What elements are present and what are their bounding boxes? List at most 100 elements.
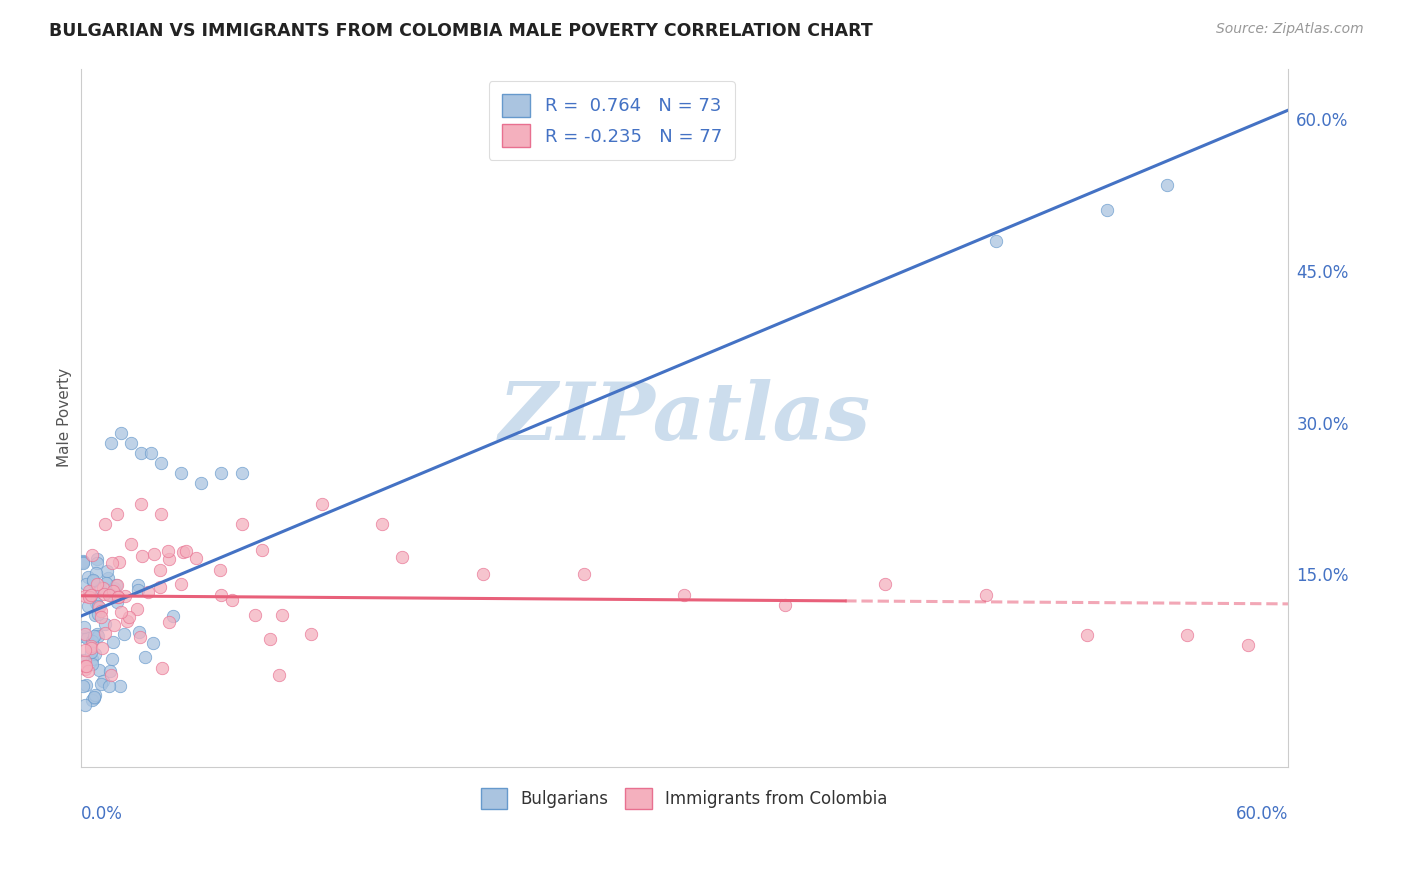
- Point: [127, 578, 149, 592]
- Point: [110, 606, 132, 620]
- Point: [128, 630, 150, 644]
- Point: [98, 679, 121, 693]
- Point: [82, 574, 104, 589]
- Point: [73, 662, 96, 676]
- Point: [221, 593, 243, 607]
- Point: [72, 556, 94, 570]
- Y-axis label: Male Poverty: Male Poverty: [58, 368, 72, 467]
- Point: [673, 588, 696, 602]
- Point: [162, 609, 184, 624]
- Point: [98, 664, 121, 678]
- Point: [299, 626, 322, 640]
- Point: [73, 643, 96, 657]
- Point: [77, 665, 100, 679]
- Point: [90, 604, 112, 618]
- Text: Source: ZipAtlas.com: Source: ZipAtlas.com: [1216, 22, 1364, 37]
- Text: BULGARIAN VS IMMIGRANTS FROM COLOMBIA MALE POVERTY CORRELATION CHART: BULGARIAN VS IMMIGRANTS FROM COLOMBIA MA…: [49, 22, 873, 40]
- Text: ZIPatlas: ZIPatlas: [498, 379, 870, 457]
- Point: [77, 586, 100, 600]
- Point: [170, 577, 193, 591]
- Point: [139, 446, 162, 460]
- Point: [134, 649, 156, 664]
- Point: [190, 476, 212, 491]
- Point: [97, 588, 120, 602]
- Point: [101, 556, 124, 570]
- Point: [72, 629, 94, 643]
- Point: [103, 584, 125, 599]
- Point: [79, 640, 101, 654]
- Point: [115, 614, 138, 628]
- Point: [170, 466, 193, 480]
- Point: [77, 599, 100, 613]
- Point: [127, 583, 149, 598]
- Point: [150, 456, 173, 470]
- Point: [84, 566, 107, 580]
- Point: [72, 556, 94, 570]
- Point: [93, 516, 115, 531]
- Point: [172, 544, 194, 558]
- Point: [128, 625, 150, 640]
- Point: [103, 618, 125, 632]
- Point: [96, 575, 118, 590]
- Point: [150, 661, 173, 675]
- Point: [80, 645, 103, 659]
- Point: [107, 590, 129, 604]
- Point: [142, 636, 165, 650]
- Point: [84, 647, 107, 661]
- Point: [76, 631, 98, 645]
- Point: [107, 590, 129, 604]
- Point: [209, 588, 232, 602]
- Point: [104, 578, 127, 592]
- Point: [120, 435, 142, 450]
- Point: [100, 668, 122, 682]
- Point: [97, 571, 120, 585]
- Point: [100, 435, 122, 450]
- Point: [91, 640, 114, 655]
- Point: [80, 634, 103, 648]
- Point: [108, 679, 131, 693]
- Point: [86, 557, 108, 571]
- Point: [87, 599, 110, 614]
- Point: [73, 658, 96, 673]
- Point: [1175, 628, 1198, 642]
- Point: [94, 626, 117, 640]
- Point: [149, 581, 172, 595]
- Point: [186, 550, 208, 565]
- Point: [82, 652, 104, 666]
- Point: [267, 667, 290, 681]
- Point: [83, 690, 105, 705]
- Point: [90, 610, 112, 624]
- Point: [72, 554, 94, 568]
- Point: [89, 582, 111, 596]
- Point: [103, 581, 125, 595]
- Point: [91, 581, 114, 595]
- Point: [875, 577, 897, 591]
- Point: [125, 602, 148, 616]
- Point: [209, 466, 232, 480]
- Point: [231, 516, 253, 531]
- Point: [1076, 628, 1098, 642]
- Point: [105, 578, 128, 592]
- Point: [311, 497, 333, 511]
- Point: [129, 497, 152, 511]
- Point: [79, 590, 101, 604]
- Point: [91, 673, 114, 688]
- Point: [108, 555, 131, 569]
- Point: [156, 544, 179, 558]
- Point: [250, 542, 273, 557]
- Point: [87, 607, 110, 621]
- Point: [149, 563, 172, 577]
- Point: [80, 692, 103, 706]
- Point: [86, 577, 108, 591]
- Point: [79, 588, 101, 602]
- Point: [472, 567, 495, 582]
- Point: [243, 607, 266, 622]
- Point: [157, 551, 180, 566]
- Point: [131, 549, 153, 563]
- Point: [73, 654, 96, 668]
- Point: [371, 516, 394, 531]
- Point: [84, 689, 107, 703]
- Point: [105, 595, 128, 609]
- Point: [986, 234, 1008, 248]
- Point: [82, 573, 104, 587]
